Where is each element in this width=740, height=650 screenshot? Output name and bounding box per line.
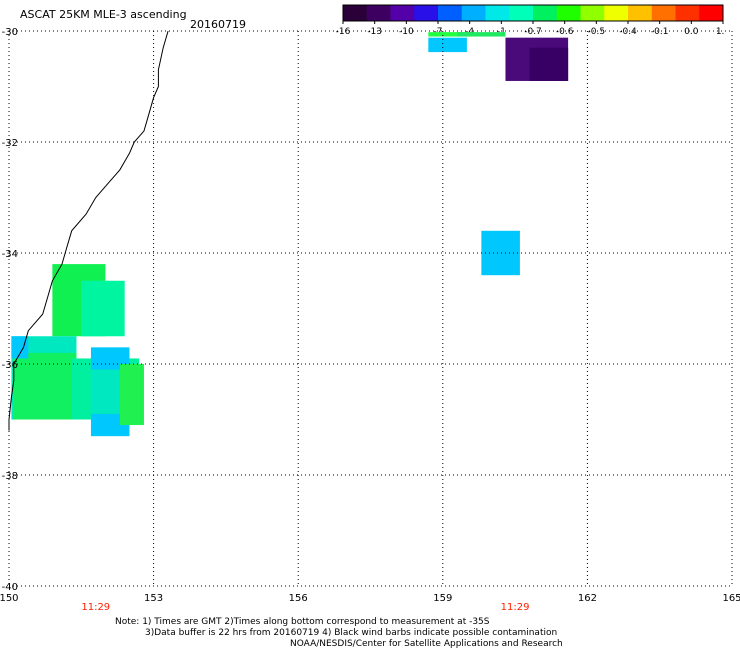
colorbar-tick-label: -16 (336, 27, 351, 37)
colorbar-segment (556, 5, 581, 21)
colorbar-segment (485, 5, 510, 21)
colorbar-segment (414, 5, 439, 21)
chart-date: 20160719 (190, 18, 246, 31)
colorbar-tick-label: -13 (367, 27, 382, 37)
lon-tick-label: 153 (144, 593, 163, 604)
wind-data-patch (529, 47, 569, 81)
colorbar-segment (438, 5, 463, 21)
lon-tick-label: 156 (289, 593, 308, 604)
colorbar-tick-label: -7 (434, 27, 443, 37)
lat-tick-label: -30 (2, 27, 18, 38)
colorbar-tick-label: 0.0 (684, 27, 699, 37)
wind-data-patch (81, 280, 125, 337)
wind-data-patch (481, 230, 520, 276)
colorbar-segment (675, 5, 700, 21)
colorbar-segment (628, 5, 653, 21)
colorbar-tick-label: -0.7 (524, 27, 542, 37)
note-line-2: 3)Data buffer is 22 hrs from 20160719 4)… (145, 628, 558, 638)
coastline (8, 30, 169, 431)
colorbar-tick-label: -0.4 (619, 27, 637, 37)
colorbar-segment (343, 5, 368, 21)
time-label: 11:29 (81, 602, 110, 612)
colorbar-segment (390, 5, 415, 21)
colorbar-segment (604, 5, 629, 21)
wind-data-patch (119, 364, 144, 426)
colorbar-segment (699, 5, 724, 21)
colorbar-segment (509, 5, 534, 21)
lon-tick-label: 150 (0, 593, 19, 604)
colorbar-tick-label: -0.1 (651, 27, 669, 37)
chart-title: ASCAT 25KM MLE-3 ascending (20, 8, 187, 21)
colorbar-segment (651, 5, 676, 21)
lat-tick-label: -32 (2, 138, 18, 149)
note-line-1: Note: 1) Times are GMT 2)Times along bot… (115, 617, 490, 627)
colorbar-tick-label: -0.6 (556, 27, 574, 37)
colorbar-segment (461, 5, 486, 21)
lat-tick-label: -36 (2, 360, 18, 371)
lat-tick-label: -40 (2, 582, 18, 593)
colorbar-tick-label: -0.5 (588, 27, 606, 37)
note-line-3: NOAA/NESDIS/Center for Satellite Applica… (290, 639, 563, 649)
wind-data-patch (11, 336, 29, 359)
wind-data-patch (13, 352, 77, 420)
lon-tick-label: 162 (578, 593, 597, 604)
wind-data-patch (457, 32, 506, 37)
lat-tick-label: -38 (2, 471, 18, 482)
time-label: 11:29 (501, 602, 530, 612)
wind-data-patch (428, 37, 467, 53)
lon-tick-label: 159 (433, 593, 452, 604)
lon-tick-label: 165 (722, 593, 740, 604)
wind-data-patch (428, 32, 472, 37)
colorbar: -16 -13 -10 -7 -4 -1 -0.7 -0.6 -0.5 -0.4 -0.1 0.0 1.… (336, 4, 725, 37)
colorbar-segment (366, 5, 391, 21)
colorbar-tick-label: -10 (399, 27, 414, 37)
lat-tick-label: -34 (2, 249, 18, 260)
colorbar-segment (533, 5, 558, 21)
colorbar-tick-label: -4 (465, 27, 474, 37)
colorbar-segment (580, 5, 605, 21)
colorbar-tick-label: 1.0 (716, 27, 725, 37)
colorbar-tick-label: -1 (497, 27, 506, 37)
map-plot: 150 153 156 159 162 165 -30 -32 -34 -36 -38 -40 11:2… (0, 27, 740, 612)
